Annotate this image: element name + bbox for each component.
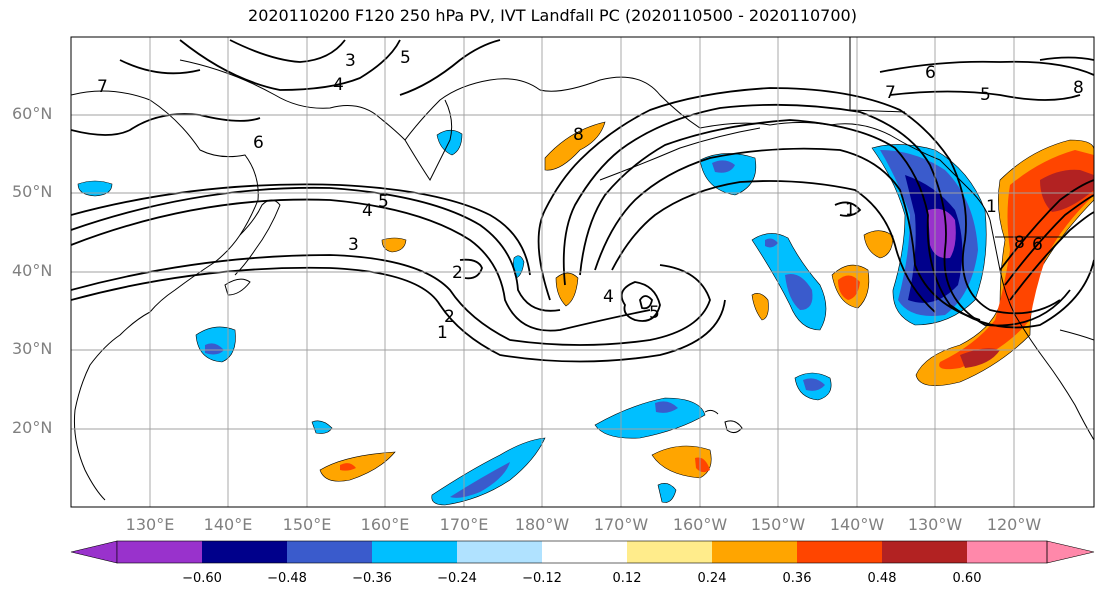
contour-label: 5: [649, 303, 660, 323]
anomaly-blob: [340, 463, 356, 471]
contour-label: 5: [400, 48, 411, 68]
lon-label: 150°W: [750, 515, 806, 534]
map-frame: [70, 36, 1095, 508]
colorbar-tick-label: −0.48: [267, 571, 307, 586]
colorbar-extend-left: [70, 540, 118, 564]
contour-label: 1: [437, 323, 448, 343]
colorbar-tick-label: 0.24: [697, 571, 727, 586]
colorbar-tick-label: −0.12: [522, 571, 562, 586]
colorbar-frame: [116, 540, 1048, 564]
contour-label: 7: [885, 83, 896, 103]
anomaly-blob: [1040, 169, 1094, 212]
colorbar-bin: [202, 541, 287, 563]
contour-label: 5: [378, 192, 389, 212]
anomaly-blob: [655, 401, 678, 413]
map-title: 2020110200 F120 250 hPa PV, IVT Landfall…: [248, 6, 857, 25]
contour-label: 1: [845, 200, 856, 220]
lat-label: 40°N: [12, 261, 53, 280]
anomaly-blob: [319, 451, 396, 482]
contour-label: 2: [452, 263, 463, 283]
anomaly-blob: [436, 129, 463, 156]
anomaly-blob: [311, 420, 333, 434]
contour-label: 3: [345, 51, 356, 71]
coastlines: [71, 37, 1094, 501]
contour-label: 6: [925, 63, 936, 83]
colorbar-bin: [372, 541, 457, 563]
colorbar-bin: [627, 541, 712, 563]
anomaly-blob: [431, 437, 546, 506]
lon-label: 170°E: [439, 515, 489, 534]
anomaly-blob: [555, 272, 579, 307]
lat-label: 30°N: [12, 339, 53, 358]
lat-label: 60°N: [12, 104, 53, 123]
anomaly-blob: [544, 121, 606, 171]
lon-label: 150°E: [282, 515, 332, 534]
contour-label: 2: [444, 307, 455, 327]
contour-label: 8: [1073, 78, 1084, 98]
gridlines: [71, 37, 1094, 507]
lon-label: 130°E: [125, 515, 175, 534]
anomaly-blob: [765, 238, 778, 248]
colorbar-bin: [287, 541, 372, 563]
contour-label: 4: [603, 287, 614, 307]
contour-label: 8: [573, 125, 584, 145]
colorbar-tick-label: 0.60: [952, 571, 982, 586]
lon-label: 160°W: [672, 515, 728, 534]
contour-label: 7: [97, 77, 108, 97]
anomaly-blob: [863, 230, 894, 259]
anomaly-blob: [751, 293, 769, 321]
colorbar-tick-label: −0.60: [182, 571, 222, 586]
colorbar-bin: [457, 541, 542, 563]
anomaly-blob: [803, 378, 825, 391]
anomaly-blob: [657, 483, 677, 503]
colorbar-tick-label: 0.48: [867, 571, 897, 586]
anomaly-blob: [960, 348, 1000, 368]
contour-label: 5: [980, 85, 991, 105]
colorbar-bin: [712, 541, 797, 563]
lon-label: 120°W: [986, 515, 1042, 534]
anomaly-blob: [712, 160, 735, 173]
anomaly-blob: [205, 343, 224, 355]
contour-label: 4: [333, 75, 344, 95]
contour-label: 4: [362, 201, 373, 221]
anomaly-blob: [838, 275, 860, 300]
contour-label: 6: [253, 133, 264, 153]
colorbar-tick-label: 0.12: [612, 571, 642, 586]
anomaly-blob: [785, 274, 813, 310]
anomaly-blob: [695, 457, 710, 473]
lon-label: 170°W: [593, 515, 649, 534]
anomaly-blob: [450, 462, 510, 498]
anomaly-blob: [77, 180, 113, 197]
colorbar-tick-label: −0.24: [437, 571, 477, 586]
colorbar-bin: [117, 541, 202, 563]
colorbar: [70, 540, 1095, 564]
colorbar-bin: [882, 541, 967, 563]
lon-label: 160°E: [360, 515, 410, 534]
colorbar-bin: [542, 541, 627, 563]
contour-label: 3: [348, 235, 359, 255]
colorbar-extend-right: [1046, 540, 1095, 564]
contour-label: 8: [1014, 233, 1025, 253]
lon-label: 140°W: [829, 515, 885, 534]
contour-label: 6: [1032, 235, 1043, 255]
colorbar-tick-label: −0.36: [352, 571, 392, 586]
lat-label: 20°N: [12, 418, 53, 437]
lat-label: 50°N: [12, 182, 53, 201]
contour-labels: 3 4 5 6 7 5 4 3 2 2 1 8 4 5 6 7 5 8 1 8 …: [97, 48, 1084, 343]
colorbar-bin: [967, 541, 1047, 563]
lon-label: 140°E: [203, 515, 253, 534]
anomaly-blob: [381, 237, 407, 253]
lon-label: 130°W: [907, 515, 963, 534]
colorbar-tick-label: 0.36: [782, 571, 812, 586]
contour-label: 1: [986, 197, 997, 217]
colorbar-bin: [797, 541, 882, 563]
lon-label: 180°W: [514, 515, 570, 534]
anomaly-blob: [651, 445, 712, 479]
